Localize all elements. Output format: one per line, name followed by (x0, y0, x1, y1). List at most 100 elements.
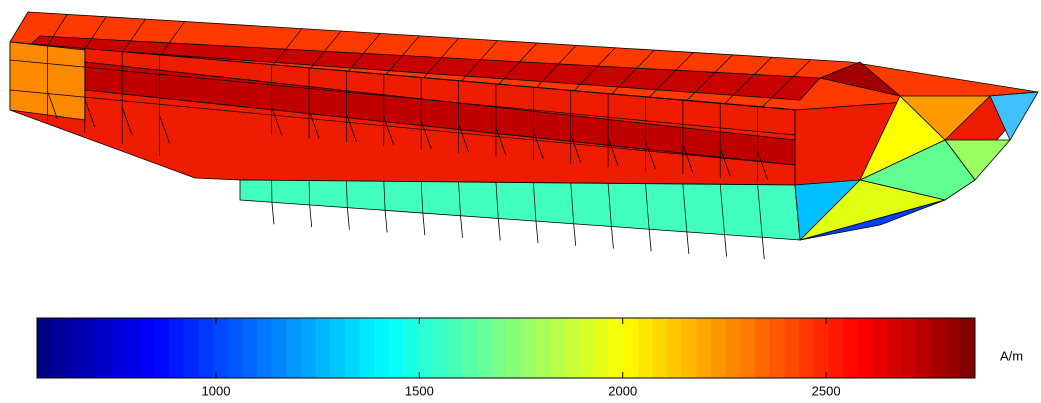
colorbar-step (491, 318, 507, 378)
colorbar-step (960, 318, 976, 378)
colorbar-step (432, 318, 448, 378)
field-arrow (308, 110, 320, 139)
colorbar-step (168, 318, 185, 378)
tick-label: 1500 (405, 383, 434, 398)
colorbar-step (711, 318, 727, 378)
colorbar-step (37, 318, 53, 378)
field-arrow (47, 90, 58, 120)
colorbar-step (872, 318, 888, 378)
mesh-line (423, 37, 459, 78)
colorbar-step (740, 318, 756, 378)
colorbar-step (579, 318, 595, 378)
colorbar-step (520, 318, 536, 378)
colorbar-step (916, 318, 932, 378)
colorbar-step (271, 318, 287, 378)
colorbar-step (359, 318, 375, 378)
mesh-line (458, 181, 461, 216)
field-arrow (458, 123, 469, 153)
colorbar-step (769, 318, 785, 378)
hull-mesh (9, 11, 1039, 260)
field-arrow (757, 151, 768, 180)
colorbar-step (344, 318, 360, 378)
colorbar-step (813, 318, 829, 378)
mesh-line (495, 182, 499, 219)
colorbar-step (110, 318, 126, 378)
colorbar-label: A/m (1000, 348, 1023, 363)
tick-label: 2500 (812, 383, 841, 398)
colorbar-step (857, 318, 873, 378)
mesh-line (383, 181, 386, 211)
field-arrow (724, 234, 727, 257)
colorbar-step (784, 318, 800, 378)
colorbar-step (637, 318, 654, 378)
colorbar-step (242, 318, 258, 378)
colorbar-step (828, 318, 844, 378)
colorbar-step (462, 318, 478, 378)
mesh-line (570, 182, 575, 224)
colorbar-step (124, 318, 141, 378)
colorbar-step (535, 318, 551, 378)
colorbar-step (887, 318, 903, 378)
colorbar-step (725, 318, 741, 378)
field-arrow (607, 137, 619, 166)
colorbar-step (227, 318, 243, 378)
field-arrow (309, 204, 313, 228)
field-arrow (420, 120, 432, 149)
colorbar-step (667, 318, 683, 378)
mesh-line (9, 59, 796, 136)
mesh-line (385, 35, 420, 75)
field-arrow (346, 207, 350, 230)
field-arrow (495, 127, 507, 156)
colorbar-step (843, 318, 859, 378)
field-arrow (159, 115, 170, 144)
mesh-line (498, 42, 538, 85)
mesh-line (607, 183, 612, 227)
field-arrow (84, 98, 96, 128)
colorbar-step (198, 318, 214, 378)
field-arrow (384, 210, 388, 233)
colorbar-step (696, 318, 712, 378)
colorbar-step (564, 318, 580, 378)
field-arrow (573, 223, 577, 246)
field-arrow (535, 221, 539, 244)
field-arrow (422, 213, 426, 236)
field-arrow (532, 130, 544, 160)
colorbar-step (80, 318, 97, 378)
mesh-line (346, 180, 348, 208)
mesh-line (682, 183, 688, 232)
field-arrow (497, 218, 501, 241)
colorbar-step (799, 318, 815, 378)
colorbar-step (95, 318, 111, 378)
field-arrow (645, 141, 656, 170)
mesh-line (536, 45, 577, 88)
bow-facet (794, 179, 861, 241)
mesh-line (645, 183, 650, 230)
colorbar-step (403, 318, 419, 378)
mesh-line (532, 182, 537, 222)
bow-facet (989, 91, 1039, 141)
colorbar-step (315, 318, 331, 378)
mesh-line (160, 21, 185, 56)
colorbar-step (212, 318, 229, 378)
mesh-line (348, 33, 381, 72)
colorbar-step (681, 318, 698, 378)
colorbar-step (447, 318, 463, 378)
hull-bottom (239, 179, 801, 241)
colorbar-step (330, 318, 346, 378)
field-arrow (271, 202, 275, 225)
colorbar-step (66, 318, 82, 378)
tick-label: 2000 (608, 383, 637, 398)
colorbar (37, 318, 976, 378)
mesh-line (574, 47, 616, 91)
mesh-line (420, 181, 424, 214)
field-arrow (121, 107, 133, 136)
colorbar-step (623, 318, 639, 378)
field-arrow (271, 106, 283, 136)
tick-label: 1000 (202, 383, 231, 398)
colorbar-step (154, 318, 170, 378)
field-arrow (611, 226, 614, 249)
mesh-line (611, 49, 655, 95)
field-arrow (346, 113, 357, 142)
colorbar-step (652, 318, 668, 378)
